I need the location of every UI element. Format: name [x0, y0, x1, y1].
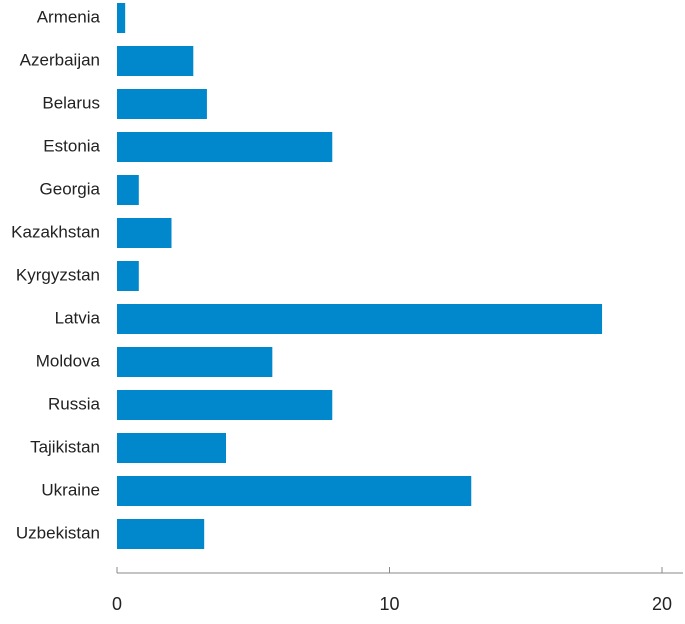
bar-kazakhstan [117, 218, 172, 248]
category-label-ukraine: Ukraine [41, 480, 100, 499]
category-label-azerbaijan: Azerbaijan [20, 50, 100, 69]
bar-uzbekistan [117, 519, 205, 549]
category-label-latvia: Latvia [55, 308, 101, 327]
bar-armenia [117, 3, 126, 33]
bar-azerbaijan [117, 46, 194, 76]
bar-estonia [117, 132, 333, 162]
category-label-uzbekistan: Uzbekistan [16, 523, 100, 542]
bar-ukraine [117, 476, 472, 506]
x-tick-label-20: 20 [652, 594, 672, 614]
category-label-kazakhstan: Kazakhstan [11, 222, 100, 241]
category-labels-layer: Armenia Azerbaijan Belarus Estonia Georgia Ka… [11, 7, 100, 542]
x-tick-label-10: 10 [379, 594, 399, 614]
bar-kyrgyzstan [117, 261, 139, 291]
category-label-armenia: Armenia [37, 7, 101, 26]
bar-georgia [117, 175, 139, 205]
category-label-georgia: Georgia [40, 179, 101, 198]
category-label-russia: Russia [48, 394, 101, 413]
bar-belarus [117, 89, 207, 119]
bar-moldova [117, 347, 273, 377]
category-label-tajikistan: Tajikistan [30, 437, 100, 456]
category-label-estonia: Estonia [43, 136, 100, 155]
category-label-kyrgyzstan: Kyrgyzstan [16, 265, 100, 284]
category-label-moldova: Moldova [36, 351, 101, 370]
bar-russia [117, 390, 333, 420]
x-axis: 0 10 20 [112, 567, 683, 614]
bar-latvia [117, 304, 603, 334]
bar-tajikistan [117, 433, 226, 463]
bars-layer [117, 3, 603, 549]
category-label-belarus: Belarus [42, 93, 100, 112]
x-tick-label-0: 0 [112, 594, 122, 614]
